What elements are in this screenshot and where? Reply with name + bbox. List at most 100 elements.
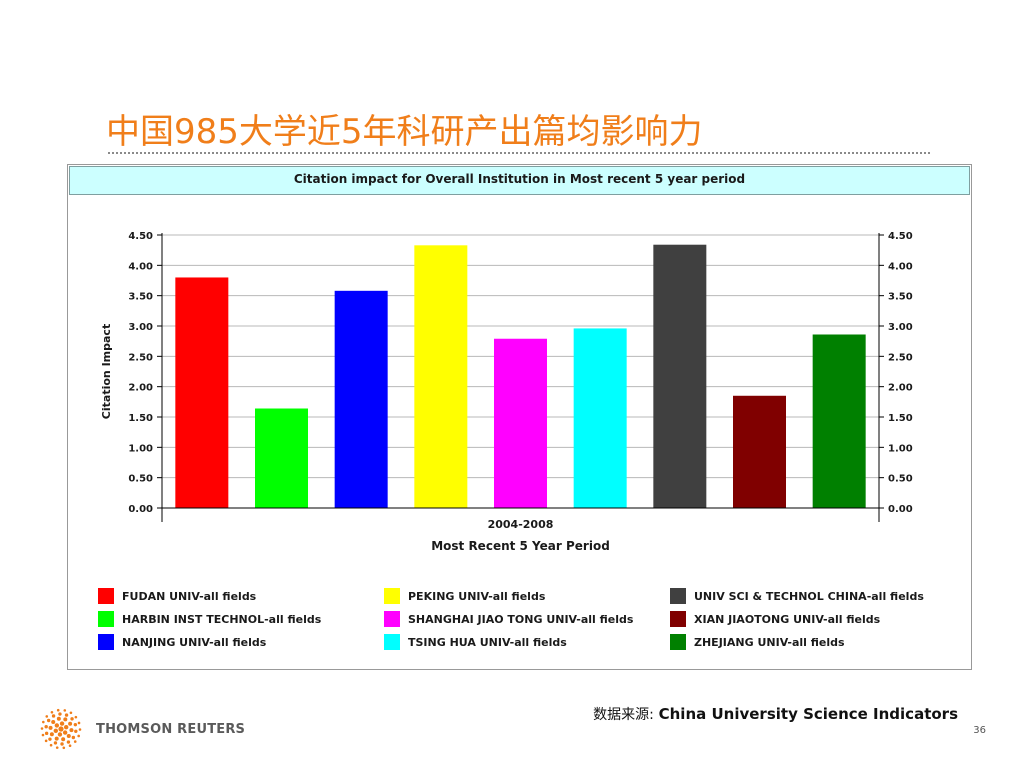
left-tick-label: 0.50 (128, 474, 153, 485)
logo-dot (53, 741, 58, 745)
legend-item: XIAN JIAOTONG UNIV-all fields (670, 611, 880, 627)
bar (334, 290, 388, 508)
logo-dot (41, 733, 45, 737)
logo-dot (70, 717, 74, 721)
left-tick-label: 1.50 (128, 413, 153, 424)
left-tick-label: 0.00 (128, 504, 153, 515)
logo-dot (58, 712, 62, 716)
bar (175, 277, 229, 508)
legend-item: ZHEJIANG UNIV-all fields (670, 634, 845, 650)
legend-item: SHANGHAI JIAO TONG UNIV-all fields (384, 611, 633, 627)
legend-item: HARBIN INST TECHNOL-all fields (98, 611, 321, 627)
logo-dot (69, 711, 73, 715)
logo-dot (44, 724, 48, 729)
bar-chart: 0.00 0.00 0.50 0.50 1.00 1.00 1.50 1.50 2.00 2.00… (100, 231, 913, 553)
bar (494, 338, 547, 508)
right-tick-label: 3.00 (888, 322, 913, 333)
logo-dot (73, 740, 77, 743)
logo-dot (61, 737, 66, 742)
logo-dot (68, 744, 72, 747)
legend-swatch (384, 611, 400, 627)
source-name: China University Science Indicators (658, 705, 958, 723)
source-prefix: 数据来源: (593, 707, 654, 723)
right-tick-label: 0.50 (888, 474, 913, 485)
slide-title: 中国985大学近5年科研产出篇均影响力 (106, 112, 703, 152)
left-tick-label: 2.50 (128, 352, 153, 363)
legend-item: TSING HUA UNIV-all fields (384, 634, 567, 650)
legend-item: UNIV SCI & TECHNOL CHINA-all fields (670, 588, 924, 604)
right-tick-label: 3.50 (888, 292, 913, 303)
legend-swatch (98, 588, 114, 604)
bar (414, 245, 468, 508)
bar (812, 334, 866, 508)
logo-dot (71, 735, 76, 740)
legend-item: FUDAN UNIV-all fields (98, 588, 256, 604)
chart-panel: Citation impact for Overall Institution … (67, 164, 972, 670)
logo-dot (74, 729, 78, 734)
bar (653, 244, 707, 508)
logo-dot (63, 709, 67, 712)
legend-label: UNIV SCI & TECHNOL CHINA-all fields (694, 589, 924, 603)
left-tick-label: 4.50 (128, 231, 153, 242)
logo-dot (44, 739, 48, 743)
brand-name: THOMSON REUTERS (96, 721, 246, 737)
logo-dots-icon (40, 708, 82, 750)
left-tick-label: 3.50 (128, 292, 153, 303)
legend-swatch (670, 588, 686, 604)
logo-dot (56, 708, 60, 712)
logo-dot (64, 725, 69, 730)
logo-dot (73, 722, 78, 727)
logo-dot (74, 715, 78, 719)
legend-label: NANJING UNIV-all fields (122, 635, 267, 649)
bar (733, 395, 786, 508)
logo-dot (60, 742, 64, 746)
left-tick-label: 3.00 (128, 322, 153, 333)
right-tick-label: 1.50 (888, 413, 913, 424)
title-divider (108, 152, 930, 154)
thomson-reuters-logo: THOMSON REUTERS (40, 708, 245, 750)
bar (573, 328, 627, 508)
logo-dot (77, 721, 81, 725)
legend-label: ZHEJIANG UNIV-all fields (694, 635, 845, 649)
logo-dot (54, 736, 59, 741)
page-number: 36 (973, 725, 986, 736)
legend-swatch (384, 588, 400, 604)
source-citation: 数据来源: China University Science Indicator… (593, 704, 958, 724)
chart-legend: FUDAN UNIV-all fields HARBIN INST TECHNOL… (98, 585, 958, 655)
logo-dot (66, 740, 71, 744)
logo-dot (50, 711, 54, 714)
y-axis-title: Citation Impact (100, 324, 113, 419)
logo-dot (68, 721, 73, 726)
logo-dot (44, 731, 49, 736)
logo-dot (49, 732, 54, 737)
chart-title: Citation impact for Overall Institution … (69, 166, 970, 195)
logo-dot (62, 746, 66, 750)
legend-label: HARBIN INST TECHNOL-all fields (122, 612, 322, 626)
x-axis-title: Most Recent 5 Year Period (431, 539, 610, 553)
legend-label: FUDAN UNIV-all fields (122, 589, 257, 603)
legend-item: PEKING UNIV-all fields (384, 588, 545, 604)
legend-label: XIAN JIAOTONG UNIV-all fields (694, 612, 881, 626)
x-category-label: 2004-2008 (488, 518, 554, 531)
logo-dot (78, 728, 82, 731)
logo-dot (51, 719, 56, 724)
left-tick-label: 2.00 (128, 383, 153, 394)
right-tick-label: 0.00 (888, 504, 913, 515)
logo-dot (54, 723, 60, 728)
legend-item: NANJING UNIV-all fields (98, 634, 266, 650)
logo-dot (48, 725, 53, 730)
logo-dot (56, 716, 61, 721)
legend-label: TSING HUA UNIV-all fields (408, 635, 567, 649)
logo-dot (63, 717, 68, 722)
logo-dot (48, 737, 52, 741)
left-tick-label: 1.00 (128, 443, 153, 454)
right-tick-label: 2.00 (888, 383, 913, 394)
left-tick-label: 4.00 (128, 261, 153, 272)
logo-dot (55, 746, 59, 749)
logo-dot (53, 728, 58, 733)
logo-dot (62, 730, 68, 735)
right-tick-label: 4.50 (888, 231, 913, 242)
legend-label: PEKING UNIV-all fields (408, 589, 546, 603)
logo-dot (66, 734, 71, 739)
legend-swatch (670, 611, 686, 627)
